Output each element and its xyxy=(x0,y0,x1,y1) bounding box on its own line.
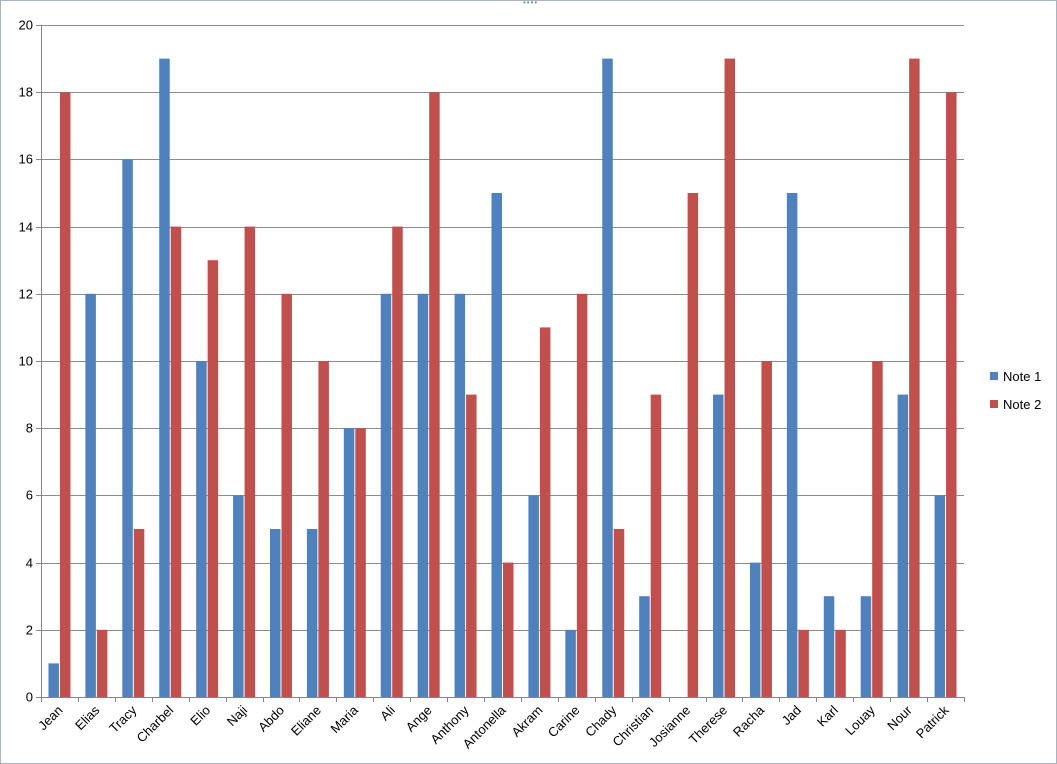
bar-note-1-naji xyxy=(233,495,244,697)
x-tick-label: Racha xyxy=(730,702,768,740)
bar-note-2-elias xyxy=(96,629,108,697)
bar-note-2-christian xyxy=(650,394,662,697)
y-tick-label: 2 xyxy=(26,623,33,638)
bar-note-2-abdo xyxy=(281,293,292,697)
x-tick-label: Naji xyxy=(224,702,251,729)
bar-note-2-jean xyxy=(59,92,71,697)
gridlines xyxy=(41,25,964,631)
bar-note-2-elio xyxy=(207,260,219,697)
x-tick-label: Charbel xyxy=(134,702,177,745)
y-tick-label: 16 xyxy=(19,152,33,167)
legend-label: Note 2 xyxy=(1003,397,1041,412)
bar-note-1-antonella xyxy=(491,193,502,697)
bar-note-1-abdo xyxy=(269,529,281,697)
x-tick-label: Elio xyxy=(187,703,213,729)
bar-note-1-ange xyxy=(417,293,429,697)
y-axis-tick-labels: 0 2 4 6 8 10 12 14 16 18 20 xyxy=(19,18,33,705)
bar-note-1-nour xyxy=(897,394,909,697)
bar-note-2-josianne xyxy=(687,193,699,697)
x-tick-label: Patrick xyxy=(913,702,952,741)
y-tick-label: 10 xyxy=(19,354,33,369)
bar-note-2-naji xyxy=(244,226,256,697)
x-tick-label: Nour xyxy=(884,702,915,733)
bar-note-1-elio xyxy=(196,361,207,697)
bar-note-2-karl xyxy=(835,629,846,697)
x-tick-label: Jean xyxy=(35,703,66,734)
x-tick-label: Carine xyxy=(545,703,583,741)
x-tick-label: Louay xyxy=(842,702,878,738)
x-tick-label: Josianne xyxy=(646,703,693,750)
bar-note-1-louay xyxy=(860,596,872,697)
bar-note-1-patrick xyxy=(934,495,946,697)
x-tick-label: Therese xyxy=(686,703,730,747)
bar-note-1-ali xyxy=(380,293,392,697)
bar-note-2-charbel xyxy=(170,226,182,697)
bar-note-1-eliane xyxy=(306,529,318,697)
bar-note-2-antonella xyxy=(503,562,514,697)
x-tick-label: Elias xyxy=(72,702,103,733)
y-tick-label: 18 xyxy=(19,85,33,100)
bar-note-1-karl xyxy=(823,596,835,697)
legend-label: Note 1 xyxy=(1003,369,1041,384)
bar-note-2-anthony xyxy=(466,394,477,697)
x-tick-label: Tracy xyxy=(106,702,140,736)
x-tick-label: Ali xyxy=(377,702,398,723)
bar-note-2-maria xyxy=(355,428,366,697)
bar-note-2-therese xyxy=(724,58,736,698)
y-tick-label: 6 xyxy=(26,488,33,503)
bar-note-1-jad xyxy=(786,193,798,697)
bar-note-1-tracy xyxy=(122,159,133,697)
bar-note-1-christian xyxy=(639,596,650,697)
x-tick-label: Karl xyxy=(814,702,841,729)
bar-note-1-racha xyxy=(749,562,761,697)
y-tick-label: 12 xyxy=(19,287,33,302)
y-tick-label: 20 xyxy=(19,18,33,33)
x-tick-label: Maria xyxy=(327,702,361,736)
bar-note-2-eliane xyxy=(318,361,329,697)
bar-note-2-carine xyxy=(576,293,588,697)
bar-note-1-jean xyxy=(48,663,59,697)
bar-note-2-akram xyxy=(539,327,551,697)
legend-swatch xyxy=(990,372,998,380)
bar-note-2-jad xyxy=(798,629,809,697)
axes xyxy=(36,25,965,702)
bar-note-2-ange xyxy=(429,92,440,697)
bar-note-1-maria xyxy=(343,428,355,697)
bar-note-1-therese xyxy=(713,394,724,697)
bar-note-2-patrick xyxy=(946,92,957,697)
bar-note-2-chady xyxy=(613,529,625,697)
x-tick-label: Akram xyxy=(508,703,545,740)
bar-note-2-nour xyxy=(909,58,920,698)
bar-note-2-tracy xyxy=(133,529,145,697)
y-tick-label: 8 xyxy=(26,421,33,436)
y-tick-label: 0 xyxy=(26,690,33,705)
bar-note-1-elias xyxy=(85,293,96,697)
y-tick-label: 14 xyxy=(19,220,33,235)
bar-note-1-anthony xyxy=(454,293,466,697)
resize-grip-icon[interactable]: •••• xyxy=(523,0,539,7)
bar-note-2-louay xyxy=(872,361,883,697)
x-tick-label: Ange xyxy=(403,703,435,735)
x-tick-label: Eliane xyxy=(288,703,324,739)
bar-note-2-ali xyxy=(392,226,403,697)
bar-note-1-carine xyxy=(565,629,576,697)
x-tick-label: Jad xyxy=(779,703,804,728)
bar-note-2-racha xyxy=(761,361,772,697)
bar-note-1-chady xyxy=(602,58,613,698)
y-tick-label: 4 xyxy=(26,556,33,571)
x-tick-label: Abdo xyxy=(255,703,287,735)
bar-note-1-akram xyxy=(528,495,539,697)
legend-swatch xyxy=(990,400,998,408)
legend: Note 1 Note 2 xyxy=(990,369,1041,412)
bar-note-1-charbel xyxy=(159,58,170,698)
bars xyxy=(48,58,957,698)
